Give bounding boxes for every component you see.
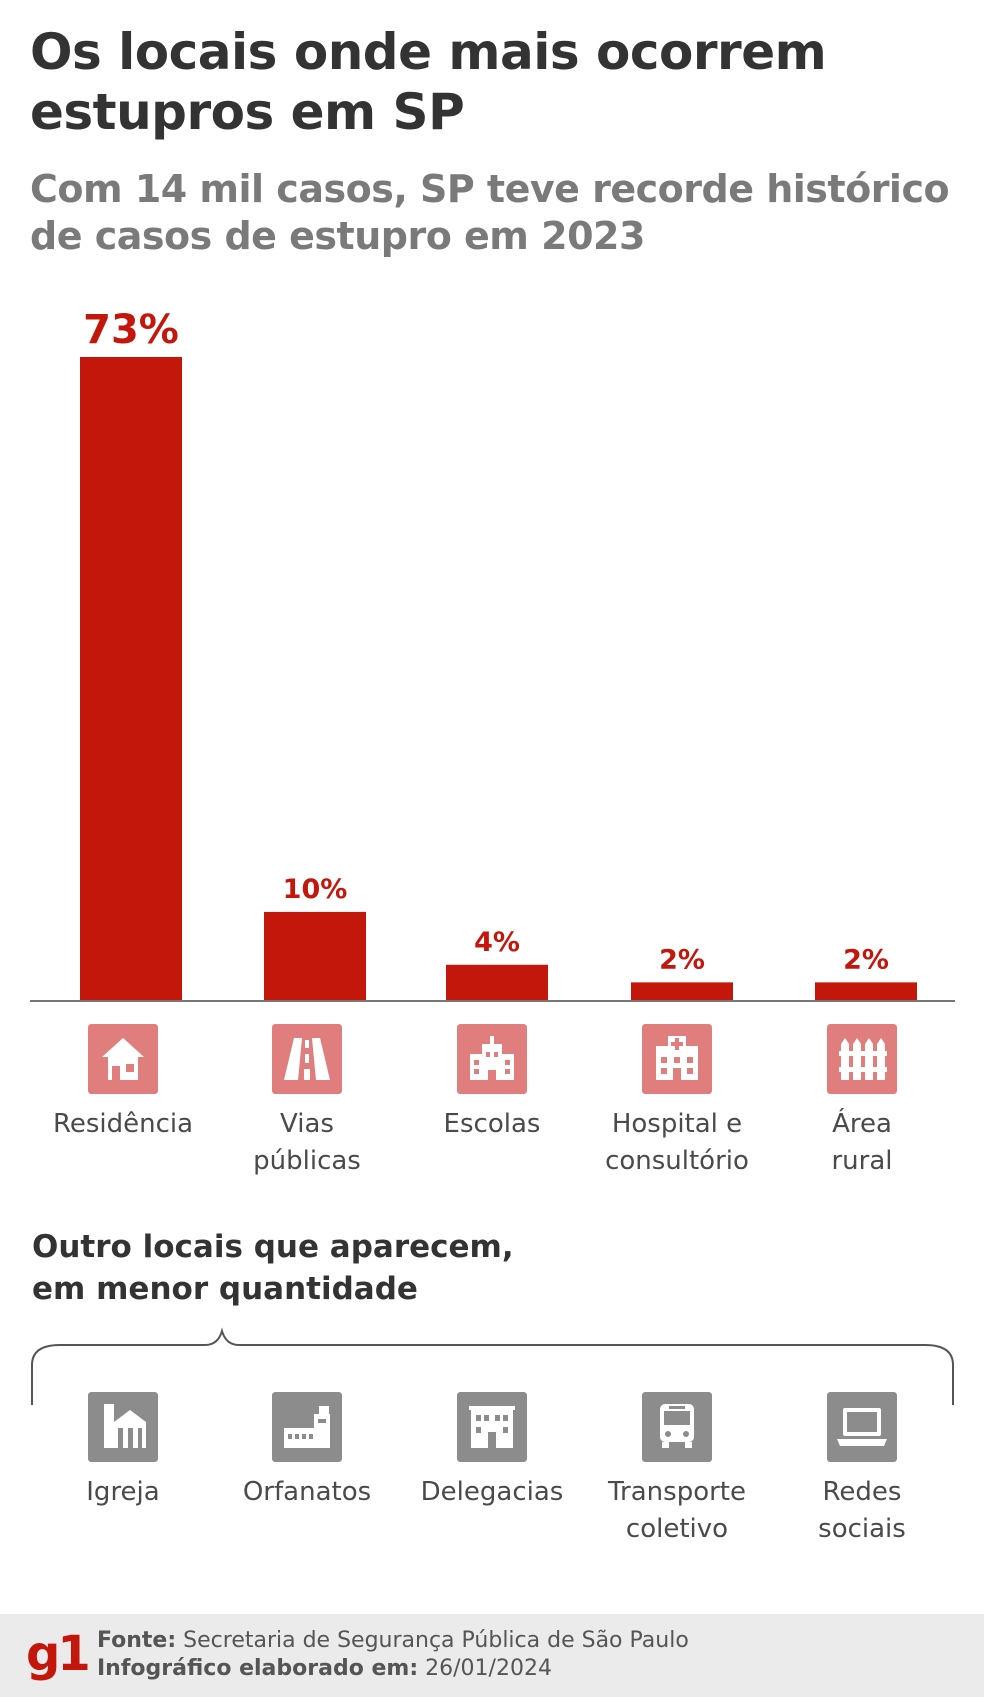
bar-2	[446, 964, 548, 1000]
bar-0	[80, 357, 182, 1000]
source-label: Fonte:	[97, 1628, 177, 1653]
bar-value-label-3: 2%	[659, 944, 705, 975]
bar-chart: 73% 10% 4% 2% 2%	[30, 307, 955, 1002]
bar-1	[264, 911, 366, 1000]
category-other-cats-2: Delegacias	[402, 1392, 582, 1511]
category-other-cats-4: Redes sociais	[772, 1392, 952, 1548]
category-other-cats-0: Igreja	[33, 1392, 213, 1511]
source-text: Secretaria de Segurança Pública de São P…	[183, 1628, 689, 1653]
category-label: Delegacias	[420, 1477, 564, 1507]
house-icon	[88, 1024, 158, 1094]
school-icon	[457, 1024, 527, 1094]
category-main-cats-4: Área rural	[772, 1024, 952, 1180]
bar-4	[815, 982, 917, 1000]
category-label: Área rural	[831, 1109, 893, 1176]
road-icon	[272, 1024, 342, 1094]
other-locations-title: Outro locais que aparecem, em menor quan…	[32, 1229, 514, 1307]
page-subtitle: Com 14 mil casos, SP teve recorde histór…	[30, 167, 950, 258]
footer: g1 Fonte: Secretaria de Segurança Públic…	[0, 1614, 984, 1697]
bar-value-label-0: 73%	[83, 307, 179, 353]
bracket-divider	[31, 1327, 954, 1405]
bar-value-label-2: 4%	[474, 927, 520, 958]
source-line: Fonte: Secretaria de Segurança Pública d…	[97, 1628, 689, 1654]
category-other-cats-1: Orfanatos	[217, 1392, 397, 1511]
category-label: Vias públicas	[253, 1109, 361, 1176]
church-icon	[88, 1392, 158, 1462]
date-text: 26/01/2024	[425, 1656, 552, 1681]
bus-icon	[642, 1392, 712, 1462]
category-main-cats-0: Residência	[33, 1024, 213, 1143]
date-label: Infográfico elaborado em:	[97, 1656, 419, 1681]
category-main-cats-1: Vias públicas	[217, 1024, 397, 1180]
hospital-icon	[642, 1024, 712, 1094]
laptop-icon	[827, 1392, 897, 1462]
g1-logo: g1	[26, 1626, 91, 1682]
category-label: Igreja	[86, 1477, 160, 1507]
orphanage-icon	[272, 1392, 342, 1462]
date-line: Infográfico elaborado em: 26/01/2024	[97, 1656, 552, 1682]
category-label: Redes sociais	[818, 1477, 906, 1544]
category-main-cats-2: Escolas	[402, 1024, 582, 1143]
category-other-cats-3: Transporte coletivo	[587, 1392, 767, 1548]
fence-icon	[827, 1024, 897, 1094]
category-label: Hospital e consultório	[605, 1109, 749, 1176]
bar-3	[631, 982, 733, 1000]
bar-value-label-4: 2%	[843, 944, 889, 975]
category-main-cats-3: Hospital e consultório	[587, 1024, 767, 1180]
bar-value-label-1: 10%	[283, 874, 348, 905]
category-label: Orfanatos	[242, 1477, 372, 1507]
police-station-icon	[457, 1392, 527, 1462]
category-label: Residência	[52, 1109, 194, 1139]
category-label: Escolas	[443, 1109, 541, 1139]
page-title: Os locais onde mais ocorrem estupros em …	[30, 23, 827, 141]
category-label: Transporte coletivo	[608, 1477, 746, 1544]
